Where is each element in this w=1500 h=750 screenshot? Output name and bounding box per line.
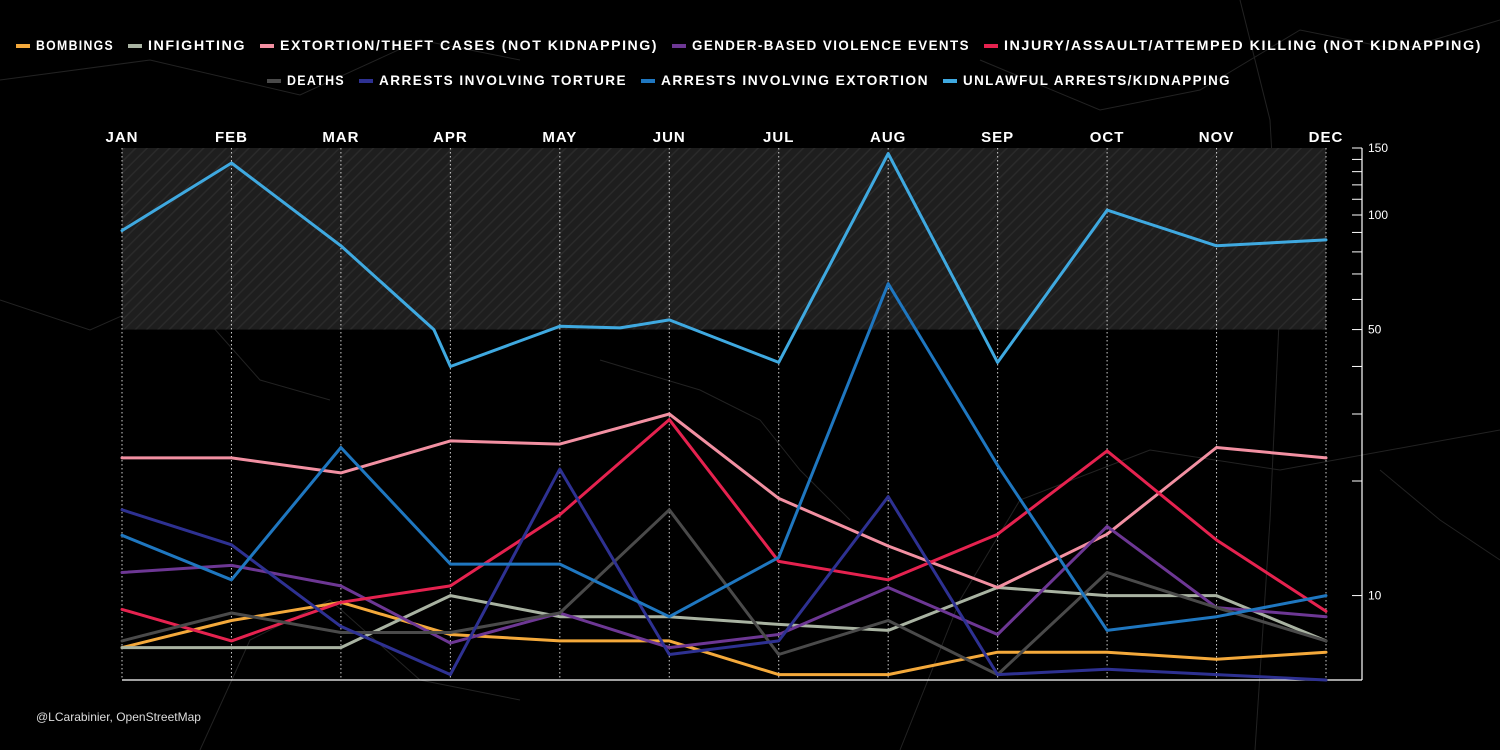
series-line-arrests-involving-extortion	[120, 282, 1328, 632]
month-label: OCT	[1090, 129, 1125, 146]
legend-label: GENDER-BASED VIOLENCE EVENTS	[692, 37, 970, 53]
month-gridlines	[121, 148, 1362, 681]
month-label: AUG	[870, 129, 906, 146]
legend-label: EXTORTION/THEFT CASES (NOT KIDNAPPING)	[280, 37, 658, 53]
month-label: DEC	[1309, 129, 1344, 146]
y-tick-label: 50	[1368, 323, 1382, 337]
y-tick-label: 10	[1368, 589, 1382, 603]
map-road	[1379, 469, 1500, 561]
legend-label: DEATHS	[287, 72, 345, 88]
credit-text: @LCarabinier, OpenStreetMap	[36, 710, 201, 724]
map-road	[979, 19, 1500, 111]
series-line-extortion-theft-cases-not-kidnapping-	[120, 412, 1328, 589]
month-label: JUN	[653, 129, 686, 146]
map-road	[599, 359, 851, 521]
legend: BOMBINGS INFIGHTING EXTORTION/THEFT CASES …	[16, 37, 1482, 88]
series-line-unlawful-arrests-kidnapping	[120, 152, 1328, 368]
series-line-arrests-involving-torture	[120, 467, 1328, 682]
legend-label: INJURY/ASSAULT/ATTEMPED KILLING (NOT KID…	[1004, 37, 1482, 53]
y-tick-label: 150	[1368, 141, 1388, 155]
month-labels: JAN FEB MAR APR MAY JUN JUL AUG SEP OCT NOV DEC	[105, 129, 1344, 146]
month-label: SEP	[981, 129, 1014, 146]
series-line-injury-assault-attemped-killing-not-kidnapping-	[120, 418, 1328, 643]
legend-label: ARRESTS INVOLVING EXTORTION	[661, 72, 929, 88]
month-label: MAY	[542, 129, 577, 146]
series-line-gender-based-violence-events	[120, 524, 1328, 650]
month-label: JAN	[105, 129, 138, 146]
y-tick-label: 100	[1368, 208, 1388, 222]
month-label: NOV	[1199, 129, 1235, 146]
map-road	[0, 39, 521, 96]
month-label: MAR	[322, 129, 359, 146]
map-road	[899, 429, 1500, 750]
legend-label: UNLAWFUL ARRESTS/KIDNAPPING	[963, 72, 1231, 88]
map-road	[1239, 0, 1281, 750]
series-line-infighting	[120, 586, 1328, 650]
map-road	[199, 599, 521, 750]
month-label: APR	[433, 129, 468, 146]
month-label: FEB	[215, 129, 248, 146]
highlight-band	[122, 148, 1326, 330]
legend-label: ARRESTS INVOLVING TORTURE	[379, 72, 627, 88]
month-label: JUL	[763, 129, 794, 146]
legend-label: INFIGHTING	[148, 37, 246, 53]
series-lines	[120, 152, 1328, 682]
series-line-bombings	[120, 600, 1328, 677]
legend-label: BOMBINGS	[36, 37, 114, 53]
y-axis: 10 50 100 150	[1352, 141, 1388, 680]
series-line-deaths	[120, 508, 1328, 677]
